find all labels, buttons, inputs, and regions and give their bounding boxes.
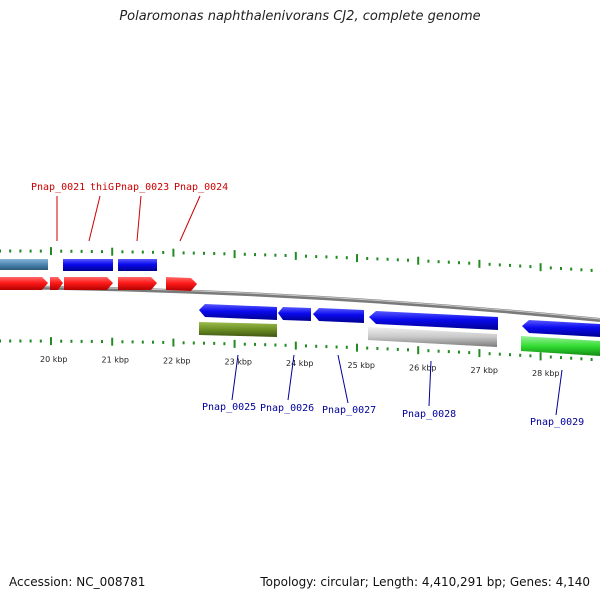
scale-label: 24 kbp	[286, 359, 314, 368]
red-gene-arrow-3[interactable]	[64, 277, 113, 290]
blue-feature-2[interactable]	[118, 259, 157, 271]
gene-label[interactable]: Pnap_0024	[174, 182, 228, 193]
gene-label[interactable]: Pnap_0026	[260, 403, 314, 414]
scale-label: 27 kbp	[471, 366, 499, 375]
scale-label: 20 kbp	[40, 355, 68, 364]
olive-feature[interactable]	[199, 322, 277, 337]
gene-label[interactable]: Pnap_0023	[115, 182, 169, 193]
blue-gene-arrow-3[interactable]	[313, 308, 364, 323]
red-gene-arrow-2[interactable]	[50, 277, 63, 290]
blue-gene-arrow-1[interactable]	[199, 304, 277, 320]
tick-row-reverse	[0, 337, 593, 361]
blue-gene-arrow-4[interactable]	[369, 311, 498, 330]
gene-label[interactable]: Pnap_0029	[530, 417, 584, 428]
leader-line	[555, 369, 563, 416]
gene-label[interactable]: Pnap_0028	[402, 409, 456, 420]
red-gene-arrow-5[interactable]	[166, 277, 197, 291]
forward-features	[0, 259, 197, 291]
gene-labels: Pnap_0021 thiG Pnap_0023 Pnap_0024 Pnap_…	[31, 182, 584, 428]
accession-text: Accession: NC_008781	[9, 575, 146, 589]
genome-title: Polaromonas naphthalenivorans CJ2, compl…	[119, 9, 481, 24]
grey-feature[interactable]	[368, 327, 497, 347]
red-gene-arrow-1[interactable]	[0, 277, 48, 290]
scale-label: 25 kbp	[348, 361, 376, 370]
blue-gene-arrow-5[interactable]	[522, 320, 600, 337]
leader-line	[287, 354, 295, 401]
steelblue-feature[interactable]	[0, 259, 48, 270]
leader-line	[179, 195, 201, 242]
gene-label[interactable]: thiG	[90, 182, 114, 193]
leader-lines	[56, 195, 563, 416]
gene-label[interactable]: Pnap_0025	[202, 402, 256, 413]
leader-line	[337, 354, 349, 404]
green-feature[interactable]	[521, 336, 600, 356]
scale-label: 22 kbp	[163, 356, 191, 365]
topology-text: Topology: circular; Length: 4,410,291 bp…	[260, 575, 590, 589]
leader-line	[136, 195, 142, 242]
scale-label: 23 kbp	[225, 358, 253, 367]
blue-feature-1[interactable]	[63, 259, 113, 271]
scale-label: 21 kbp	[102, 356, 130, 365]
gene-label[interactable]: Pnap_0021	[31, 182, 85, 193]
scale-label: 26 kbp	[409, 363, 437, 372]
leader-line	[231, 354, 239, 401]
leader-line	[88, 195, 101, 242]
tick-row-forward	[0, 247, 593, 272]
red-gene-arrow-4[interactable]	[118, 277, 157, 290]
blue-gene-arrow-2[interactable]	[278, 307, 311, 321]
leader-line	[428, 360, 432, 407]
scale-labels: 20 kbp 21 kbp 22 kbp 23 kbp 24 kbp 25 kbp 26 k…	[40, 355, 560, 378]
gene-label[interactable]: Pnap_0027	[322, 405, 376, 416]
scale-label: 28 kbp	[532, 369, 560, 378]
reverse-features	[199, 304, 600, 356]
